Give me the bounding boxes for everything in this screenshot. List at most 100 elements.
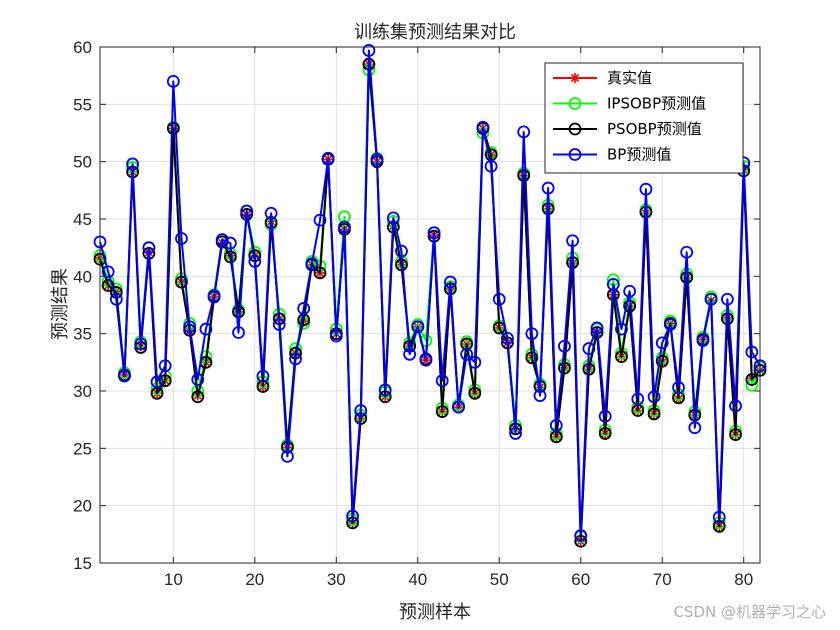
- data-point: [109, 292, 123, 306]
- y-tick-labels: 15 20 25 30 35 40 45 50 55 60: [73, 38, 92, 573]
- data-point: [354, 404, 368, 417]
- data-point: [199, 322, 213, 336]
- data-point: [492, 292, 506, 306]
- data-point: [525, 327, 539, 341]
- data-point: [378, 383, 392, 397]
- plot-frame: [99, 46, 761, 564]
- data-point: [476, 120, 490, 134]
- grid-lines: [100, 46, 760, 564]
- data-point: [729, 399, 742, 413]
- x-tick-label: 70: [653, 570, 672, 589]
- data-point: [166, 122, 180, 135]
- data-point: [223, 236, 237, 250]
- data-point: [647, 390, 661, 404]
- data-point: [631, 392, 645, 406]
- data-point: [321, 151, 335, 165]
- y-tick-label: 50: [73, 153, 92, 172]
- data-point: [338, 220, 351, 234]
- data-point: [150, 375, 164, 389]
- data-point: [419, 352, 433, 366]
- data-point: [166, 75, 180, 88]
- data-point: [574, 529, 588, 542]
- legend-marker: [568, 97, 582, 110]
- data-point: [729, 428, 742, 441]
- data-point: [541, 181, 555, 195]
- data-point: [615, 322, 628, 336]
- data-point: [745, 373, 759, 386]
- y-tick-label: 55: [73, 95, 92, 114]
- data-point: [134, 337, 148, 351]
- data-point: [672, 381, 685, 394]
- data-point: [452, 400, 465, 414]
- data-point: [590, 321, 604, 335]
- data-point: [663, 318, 677, 331]
- data-point: [215, 233, 229, 247]
- data-point: [411, 320, 425, 334]
- data-point: [712, 519, 726, 533]
- x-tick-label: 50: [490, 570, 509, 589]
- data-point: [395, 244, 408, 258]
- data-point: [191, 373, 205, 386]
- data-point: [142, 241, 156, 255]
- x-tick-label: 10: [164, 570, 183, 589]
- legend-item: PSOBP预测值: [553, 120, 702, 138]
- data-point: [101, 265, 115, 279]
- legend-marker: [568, 148, 582, 161]
- data-point: [558, 361, 571, 375]
- data-point: [443, 275, 457, 289]
- x-tick-label: 80: [734, 570, 753, 589]
- data-point: [549, 418, 563, 432]
- legend: 真实值 IPSOBP预测值 PSOBP预测值 BP预测值: [544, 62, 744, 174]
- y-tick-label: 15: [73, 554, 92, 573]
- y-tick-label: 40: [73, 267, 92, 286]
- data-point: [427, 226, 441, 240]
- x-tick-label: 40: [408, 570, 427, 589]
- data-point: [272, 318, 286, 331]
- y-tick-label: 25: [73, 439, 92, 458]
- chart-title: 训练集预测结果对比: [354, 22, 516, 43]
- data-point: [329, 329, 343, 343]
- y-axis-label: 预测结果: [50, 268, 71, 340]
- data-point: [158, 374, 172, 388]
- y-tick-label: 35: [73, 325, 92, 344]
- legend-item: BP预测值: [553, 146, 671, 164]
- series-layer: [93, 44, 767, 548]
- data-point: [232, 305, 245, 319]
- data-point: [647, 407, 661, 421]
- x-axis-label: 预测样本: [399, 602, 471, 623]
- data-point: [207, 289, 221, 303]
- data-point: [232, 326, 245, 339]
- data-point: [468, 355, 482, 369]
- data-point: [606, 277, 620, 291]
- y-tick-label: 45: [73, 210, 92, 229]
- data-point: [435, 405, 449, 419]
- data-point: [403, 347, 417, 361]
- series-line: [99, 49, 761, 537]
- legend-label: IPSOBP预测值: [607, 95, 706, 113]
- watermark: CSDN @机器学习之心: [673, 603, 826, 621]
- data-point: [655, 336, 669, 350]
- legend-item: 真实值: [553, 69, 652, 87]
- y-tick-label: 20: [73, 497, 92, 516]
- data-point: [533, 389, 547, 402]
- data-point: [305, 257, 319, 271]
- legend-item: IPSOBP预测值: [553, 95, 706, 113]
- data-point: [289, 352, 302, 366]
- data-point: [615, 346, 628, 360]
- x-tick-label: 20: [245, 570, 264, 589]
- data-point: [517, 125, 531, 139]
- data-point: [623, 284, 637, 298]
- data-point: [598, 427, 612, 440]
- data-point: [721, 292, 734, 306]
- data-point: [183, 320, 197, 334]
- data-point: [615, 350, 628, 364]
- y-tick-label: 30: [73, 382, 92, 401]
- legend-marker: [570, 73, 580, 83]
- data-point: [158, 359, 172, 373]
- data-point: [256, 369, 270, 383]
- data-point: [525, 351, 539, 365]
- data-point: [240, 204, 254, 218]
- data-point: [460, 347, 474, 361]
- x-tick-labels: 10 20 30 40 50 60 70 80: [164, 570, 753, 589]
